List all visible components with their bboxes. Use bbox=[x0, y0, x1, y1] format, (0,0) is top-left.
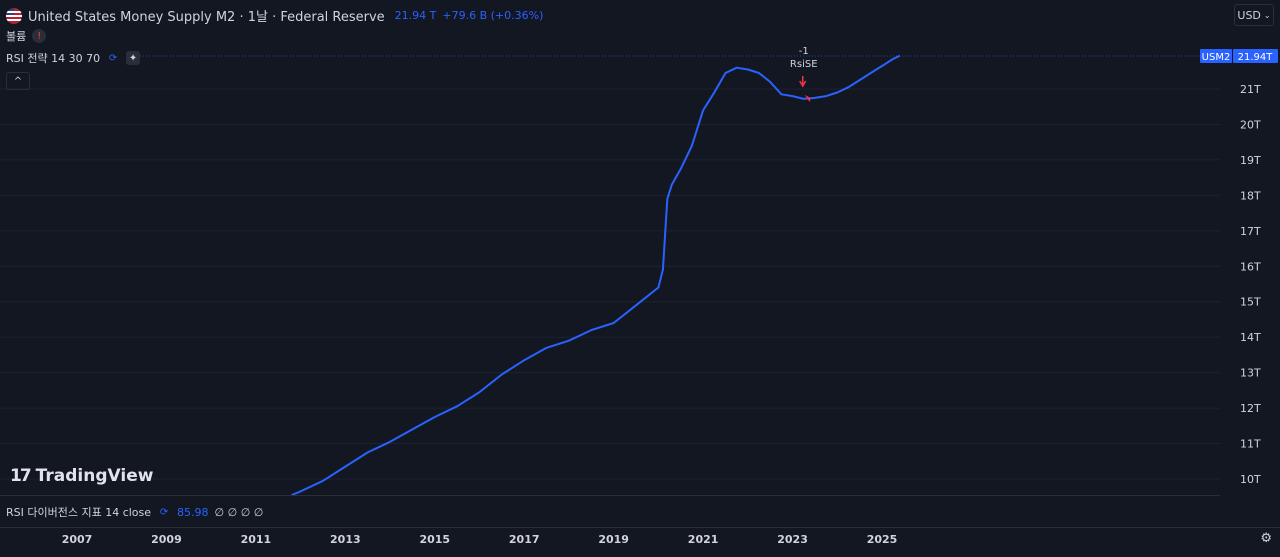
last-value-tag: USM2 21.94T bbox=[1200, 49, 1278, 63]
gear-icon[interactable]: ⚙ bbox=[1260, 531, 1272, 546]
horizontal-gridlines bbox=[0, 88, 1220, 480]
refresh-icon[interactable]: ⟳ bbox=[159, 506, 169, 518]
last-tag-value-bg bbox=[1233, 49, 1278, 63]
signal-marker-icon bbox=[804, 95, 811, 102]
rsi-extra-values: ∅ ∅ ∅ ∅ bbox=[214, 505, 264, 519]
collapse-button[interactable]: ^ bbox=[6, 72, 30, 90]
y-tick-label: 12T bbox=[1240, 402, 1261, 415]
y-tick-label: 15T bbox=[1240, 296, 1261, 309]
x-tick-label: 2007 bbox=[62, 533, 93, 546]
x-tick-label: 2013 bbox=[330, 533, 361, 546]
annotation-number: -1 bbox=[799, 46, 809, 57]
rsi-label[interactable]: RSI 다이버전스 지표 14 close bbox=[6, 506, 152, 519]
time-axis-separator bbox=[0, 527, 1280, 528]
header-change: +79.6 B (+0.36%) bbox=[442, 9, 544, 22]
rsi-value: 85.98 bbox=[177, 505, 209, 519]
currency-label: USD bbox=[1237, 8, 1261, 22]
x-axis: 2007 2009 2011 2013 2015 2017 2019 2021 2023 2025 bbox=[62, 533, 898, 546]
x-tick-label: 2021 bbox=[688, 533, 719, 546]
series-line-usm2 bbox=[291, 54, 901, 495]
tradingview-logo-icon: 17 bbox=[10, 466, 32, 486]
tradingview-logo: 17 TradingView bbox=[10, 466, 153, 486]
y-tick-label: 14T bbox=[1240, 331, 1261, 344]
annotation-group: -1 RsiSE bbox=[790, 46, 818, 102]
volume-label[interactable]: 볼륨 bbox=[6, 30, 27, 43]
pane-separator[interactable] bbox=[0, 495, 1220, 496]
chart-header: United States Money Supply M2 · 1날 · Fed… bbox=[6, 6, 543, 25]
signal-arrow-down-icon bbox=[799, 76, 807, 88]
last-tag-value: 21.94T bbox=[1238, 52, 1274, 63]
x-tick-label: 2011 bbox=[241, 533, 272, 546]
y-tick-label: 18T bbox=[1240, 189, 1261, 202]
y-tick-label: 11T bbox=[1240, 438, 1261, 451]
y-tick-label: 20T bbox=[1240, 118, 1261, 131]
y-tick-label: 16T bbox=[1240, 260, 1261, 273]
x-tick-label: 2025 bbox=[867, 533, 898, 546]
y-tick-label: 13T bbox=[1240, 367, 1261, 380]
x-tick-label: 2015 bbox=[419, 533, 450, 546]
chevron-down-icon: ⌄ bbox=[1263, 10, 1271, 20]
rsi-indicator-row: RSI 다이버전스 지표 14 close ⟳ 85.98 ∅ ∅ ∅ ∅ bbox=[6, 504, 263, 520]
y-tick-label: 19T bbox=[1240, 154, 1261, 167]
last-tag-symbol-bg bbox=[1200, 49, 1232, 63]
logo-text: TradingView bbox=[35, 466, 154, 486]
strategy-label[interactable]: RSI 전략 14 30 70 bbox=[6, 52, 101, 65]
y-tick-label: 21T bbox=[1240, 83, 1261, 96]
volume-row: 볼륨 ! bbox=[6, 28, 47, 44]
x-tick-label: 2017 bbox=[509, 533, 540, 546]
y-tick-label: 10T bbox=[1240, 473, 1261, 486]
y-tick-label: 17T bbox=[1240, 225, 1261, 238]
header-price: 21.94 T bbox=[394, 9, 437, 22]
us-flag-icon bbox=[6, 7, 22, 24]
last-tag-symbol: USM2 bbox=[1202, 52, 1231, 63]
currency-select[interactable]: USD ⌄ bbox=[1234, 4, 1274, 26]
annotation-label: RsiSE bbox=[790, 59, 818, 70]
y-axis: 10T 11T 12T 13T 14T 15T 16T 17T 18T 19T 20T 21T bbox=[1240, 83, 1261, 486]
strategy-row: RSI 전략 14 30 70 ⟳ ✦ bbox=[6, 50, 141, 66]
symbol-title[interactable]: United States Money Supply M2 · 1날 · Fed… bbox=[28, 10, 385, 25]
warning-icon[interactable]: ! bbox=[32, 29, 47, 43]
refresh-icon[interactable]: ⟳ bbox=[108, 52, 118, 64]
settings-sparkle-icon[interactable]: ✦ bbox=[126, 51, 141, 65]
x-tick-label: 2019 bbox=[598, 533, 629, 546]
x-tick-label: 2023 bbox=[777, 533, 808, 546]
x-tick-label: 2009 bbox=[151, 533, 182, 546]
series-group bbox=[291, 54, 901, 495]
